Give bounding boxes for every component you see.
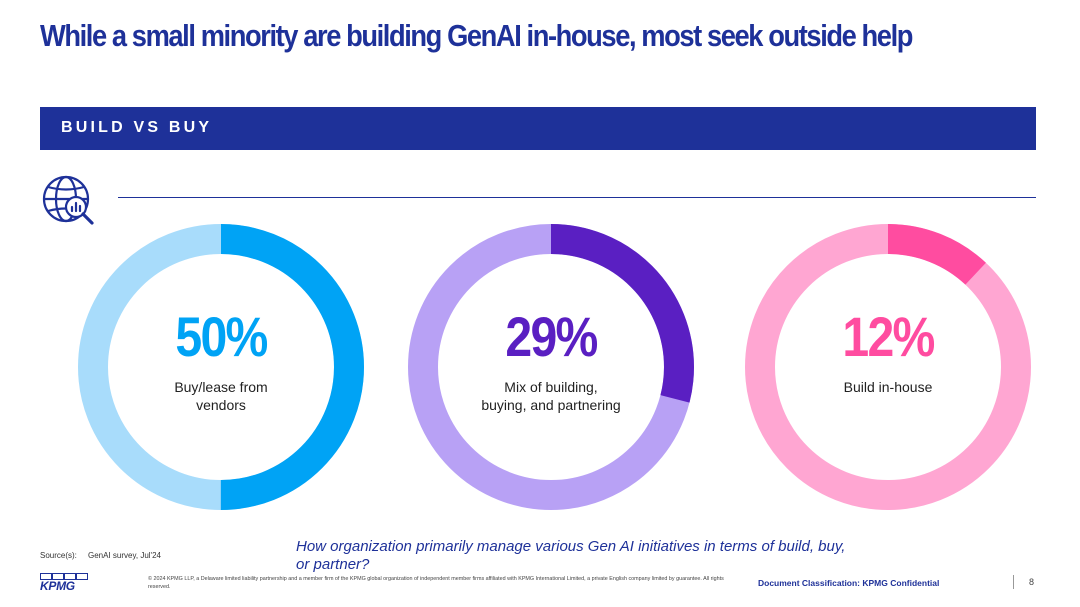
donut-percent: 50% bbox=[175, 305, 268, 368]
donut-label: Build in-house bbox=[843, 379, 933, 395]
page-title: While a small minority are building GenA… bbox=[40, 18, 913, 53]
kpmg-logo-text: KPMG bbox=[40, 579, 75, 593]
donut-chart-build: 12% Build in-house bbox=[743, 222, 1033, 512]
source-note: Source(s): GenAI survey, Jul'24 bbox=[40, 551, 161, 560]
page-number: 8 bbox=[1029, 577, 1035, 587]
footer-divider bbox=[1013, 575, 1014, 589]
section-header-label: BUILD VS BUY bbox=[61, 119, 213, 136]
donut-percent: 29% bbox=[505, 305, 598, 368]
donut-segment bbox=[745, 224, 1031, 510]
donut-percent: 12% bbox=[842, 305, 935, 368]
section-header: BUILD VS BUY bbox=[40, 107, 1036, 150]
donut-chart-buy: 50% Buy/lease from vendors bbox=[76, 222, 366, 512]
section-divider bbox=[118, 197, 1036, 198]
survey-question: How organization primarily manage variou… bbox=[296, 538, 846, 573]
globe-analytics-icon bbox=[42, 175, 94, 225]
document-classification: Document Classification: KPMG Confidenti… bbox=[758, 578, 940, 588]
donut-chart-mix: 29% Mix of building, buying, and partner… bbox=[406, 222, 696, 512]
donut-label: Mix of building, buying, and partnering bbox=[481, 379, 621, 413]
kpmg-logo: KPMG bbox=[40, 573, 90, 593]
donut-label: Buy/lease from vendors bbox=[174, 379, 268, 413]
donut-segment bbox=[78, 224, 364, 510]
donut-segment bbox=[408, 224, 694, 510]
legal-notice: © 2024 KPMG LLP, a Delaware limited liab… bbox=[148, 576, 724, 590]
